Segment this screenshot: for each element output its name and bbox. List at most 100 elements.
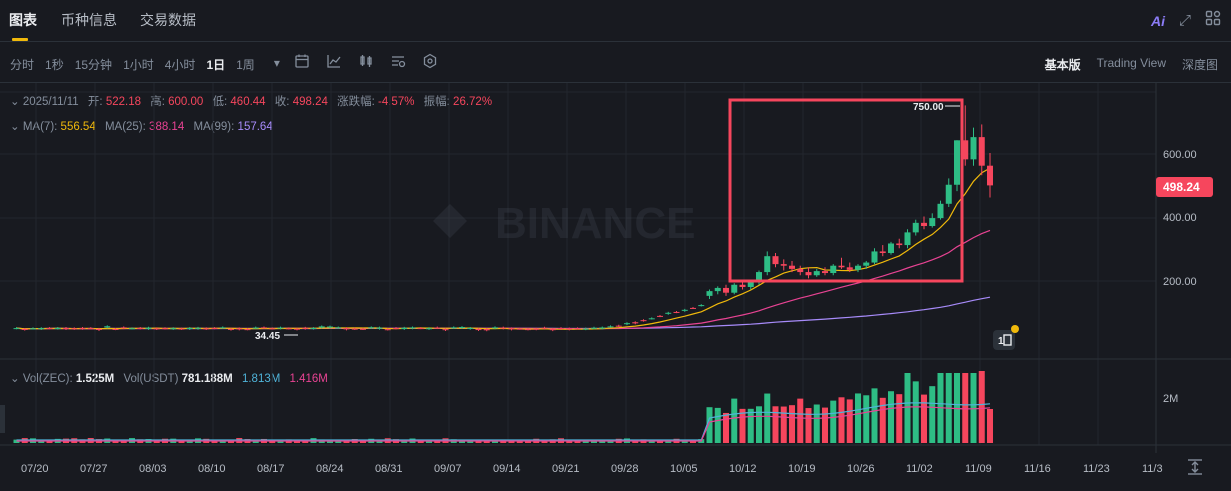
order-book-float-button[interactable]: 1: [993, 325, 1019, 350]
candle: [285, 327, 292, 330]
price-chart[interactable]: BINANCE 750.00 34.45 600.00 400.00 200.0…: [0, 83, 1231, 491]
indicator-icon[interactable]: [326, 53, 342, 72]
candle: [912, 219, 919, 236]
top-tab-bar: 图表 币种信息 交易数据 Ai ⤢: [0, 0, 1231, 42]
candle: [236, 327, 243, 331]
candle: [459, 326, 465, 329]
view-depth[interactable]: 深度图: [1181, 58, 1218, 72]
candle: [896, 238, 903, 249]
candle: [178, 327, 185, 330]
volume-bar: [822, 407, 828, 443]
candle: [541, 326, 548, 330]
volume-bar: [467, 440, 474, 443]
volume-bar: [690, 440, 696, 443]
candle: [888, 241, 894, 255]
candle: [475, 327, 482, 332]
candle: [822, 267, 828, 276]
candle: [252, 326, 259, 329]
chart-toolbar: 分时 1秒 15分钟 1小时 4小时 1日 1周 ▾ 基本版 Trading V…: [0, 43, 1231, 83]
volume-bar: [327, 440, 333, 443]
volume-bar: [516, 440, 523, 443]
candle: [483, 328, 490, 332]
tab-chart[interactable]: 图表: [9, 12, 37, 28]
volume-bar: [706, 407, 713, 443]
ma99-line: [16, 296, 991, 330]
collapse-icon[interactable]: ⌄: [10, 96, 20, 108]
candle: [137, 326, 144, 330]
candle: [450, 326, 457, 329]
volume-bar: [987, 409, 993, 443]
collapse-vol-icon[interactable]: ⌄: [10, 373, 20, 385]
interval-1h[interactable]: 1小时: [123, 58, 154, 72]
volume-bar: [566, 440, 573, 443]
candle: [830, 264, 837, 276]
interval-1s[interactable]: 1秒: [45, 58, 64, 72]
ma-info: ⌄ MA(7): 556.54 MA(25): 388.14 MA(99): 1…: [10, 119, 279, 133]
candle: [648, 317, 655, 320]
candle: [508, 327, 515, 331]
interval-dropdown-icon[interactable]: ▾: [273, 56, 280, 70]
volume-bar: [863, 395, 870, 443]
candle: [723, 284, 729, 296]
interval-4h[interactable]: 4小时: [164, 58, 196, 72]
expand-icon[interactable]: ⤢: [1178, 11, 1191, 29]
interval-1d[interactable]: 1日: [206, 58, 226, 72]
time-tick: 11/02: [906, 463, 933, 475]
candle: [112, 328, 119, 331]
grid-layout-icon[interactable]: [1205, 10, 1221, 31]
candle: [318, 325, 325, 329]
time-tick: 09/07: [434, 463, 462, 475]
ai-icon[interactable]: Ai: [1150, 12, 1165, 29]
tab-trading-data[interactable]: 交易数据: [140, 12, 196, 28]
settings-list-icon[interactable]: [390, 53, 406, 72]
side-handle[interactable]: [0, 405, 5, 433]
volume-bar: [888, 391, 894, 443]
candle: [921, 216, 927, 230]
candle: [211, 327, 218, 330]
candlestick-series: [13, 105, 993, 332]
price-tick-200: 200.00: [1163, 276, 1197, 288]
time-tick: 09/21: [552, 463, 580, 475]
candle: [269, 327, 276, 330]
candle: [13, 327, 20, 330]
candle: [335, 326, 342, 329]
vol-ma5-path: [16, 402, 991, 441]
close-value: 498.24: [292, 96, 328, 108]
collapse-ma-icon[interactable]: ⌄: [10, 121, 20, 133]
view-basic[interactable]: 基本版: [1044, 58, 1081, 72]
interval-time[interactable]: 分时: [10, 58, 35, 72]
candle: [879, 245, 886, 257]
candle: [219, 326, 226, 329]
low-marker: 34.45: [255, 331, 298, 342]
view-tabs: 基本版 Trading View 深度图: [1045, 56, 1218, 73]
calendar-icon[interactable]: [294, 53, 310, 72]
time-tick: 11/3: [1142, 463, 1163, 475]
candle: [978, 124, 985, 176]
time-tick: 08/31: [375, 463, 403, 475]
view-tradingview[interactable]: Trading View: [1096, 56, 1166, 70]
reset-scale-icon[interactable]: [1188, 459, 1202, 475]
candle: [838, 257, 845, 269]
hexagon-settings-icon[interactable]: [422, 53, 438, 72]
interval-15m[interactable]: 15分钟: [74, 58, 113, 72]
candle: [343, 327, 350, 331]
candle: [384, 328, 391, 331]
volume-bar: [739, 408, 746, 443]
low-label: 低:: [212, 96, 228, 108]
volume-bar: [607, 440, 614, 443]
volume-bar: [929, 386, 936, 443]
candle: [376, 326, 383, 330]
candle: [813, 268, 820, 277]
candle-type-icon[interactable]: [358, 53, 374, 72]
tab-coin-info[interactable]: 币种信息: [61, 12, 117, 28]
ma7-path: [16, 167, 991, 330]
candle: [302, 326, 309, 330]
candle: [929, 213, 936, 228]
candle: [96, 327, 102, 331]
interval-1w[interactable]: 1周: [236, 58, 255, 72]
ma25-label: MA(25):: [104, 121, 146, 133]
svg-text:34.45: 34.45: [255, 331, 280, 342]
time-tick: 09/14: [493, 463, 521, 475]
candle: [698, 304, 705, 307]
candle: [681, 308, 688, 312]
